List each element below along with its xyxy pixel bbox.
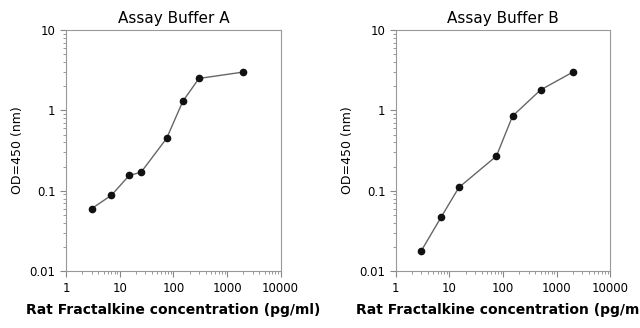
X-axis label: Rat Fractalkine concentration (pg/ml): Rat Fractalkine concentration (pg/ml) <box>26 303 321 317</box>
Y-axis label: OD=450 (nm): OD=450 (nm) <box>11 107 24 195</box>
X-axis label: Rat Fractalkine concentration (pg/ml): Rat Fractalkine concentration (pg/ml) <box>356 303 640 317</box>
Title: Assay Buffer A: Assay Buffer A <box>118 11 229 26</box>
Y-axis label: OD=450 (nm): OD=450 (nm) <box>341 107 354 195</box>
Title: Assay Buffer B: Assay Buffer B <box>447 11 559 26</box>
